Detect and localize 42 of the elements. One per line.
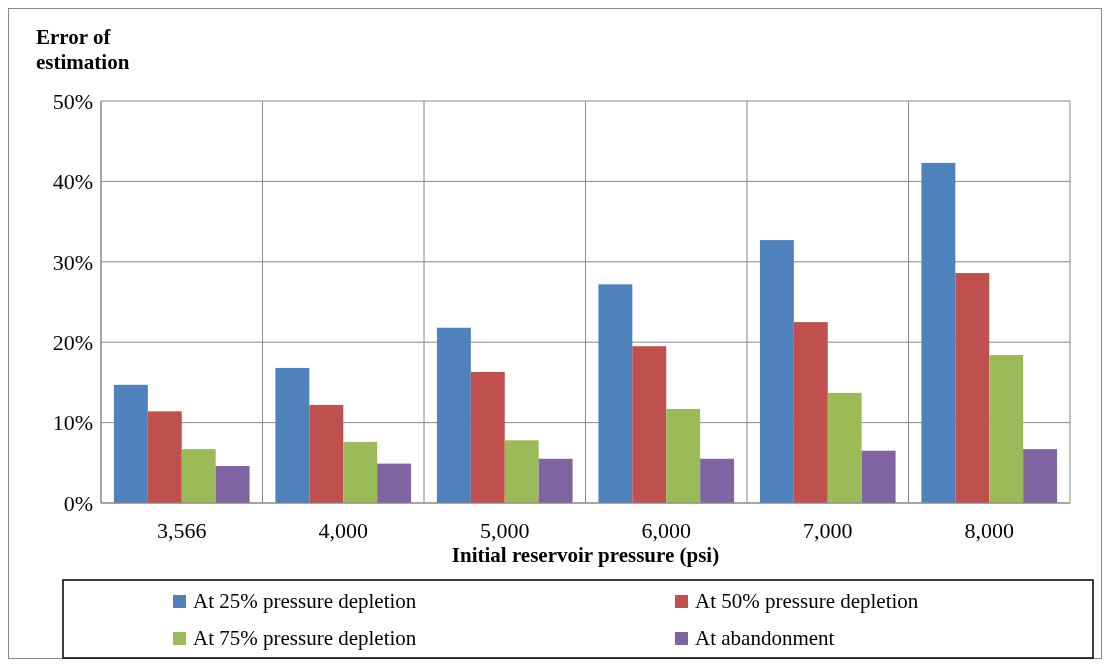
bar xyxy=(759,240,794,503)
bar xyxy=(343,441,378,503)
y-tick-label: 20% xyxy=(52,329,93,355)
y-axis-title: Error of estimation xyxy=(36,25,130,74)
bar xyxy=(309,404,344,503)
bar xyxy=(700,458,735,503)
bar xyxy=(181,449,216,503)
x-tick-label: 8,000 xyxy=(964,518,1014,543)
x-tick-label: 6,000 xyxy=(641,518,691,543)
legend-label: At 25% pressure depletion xyxy=(193,589,417,614)
y-tick-label: 50% xyxy=(52,88,93,114)
bar xyxy=(955,273,990,503)
y-tick-label: 10% xyxy=(52,410,93,436)
bar xyxy=(436,327,471,503)
bar xyxy=(598,284,633,503)
bar xyxy=(113,384,148,503)
legend-label: At 75% pressure depletion xyxy=(193,626,417,651)
legend-label: At abandonment xyxy=(695,626,835,651)
y-tick-label: 30% xyxy=(52,249,93,275)
x-tick-label: 5,000 xyxy=(480,518,530,543)
bar xyxy=(632,346,667,503)
bar xyxy=(377,463,412,503)
y-tick-label: 0% xyxy=(63,490,93,516)
x-axis-title: Initial reservoir pressure (psi) xyxy=(451,543,720,567)
x-tick-label: 7,000 xyxy=(803,518,853,543)
bar xyxy=(989,355,1024,503)
bar xyxy=(1023,449,1058,503)
x-tick-label: 3,566 xyxy=(157,518,207,543)
legend-label: At 50% pressure depletion xyxy=(695,589,919,614)
y-tick-label: 40% xyxy=(52,169,93,195)
bar xyxy=(861,450,896,503)
bar xyxy=(827,392,862,503)
x-tick-label: 4,000 xyxy=(318,518,368,543)
bar xyxy=(470,371,505,503)
bar xyxy=(666,408,701,503)
bar xyxy=(147,411,182,503)
bar xyxy=(504,440,539,503)
bar xyxy=(215,466,250,503)
bar xyxy=(275,367,310,503)
bar xyxy=(538,458,573,503)
bar xyxy=(793,322,828,503)
bar xyxy=(921,162,956,503)
